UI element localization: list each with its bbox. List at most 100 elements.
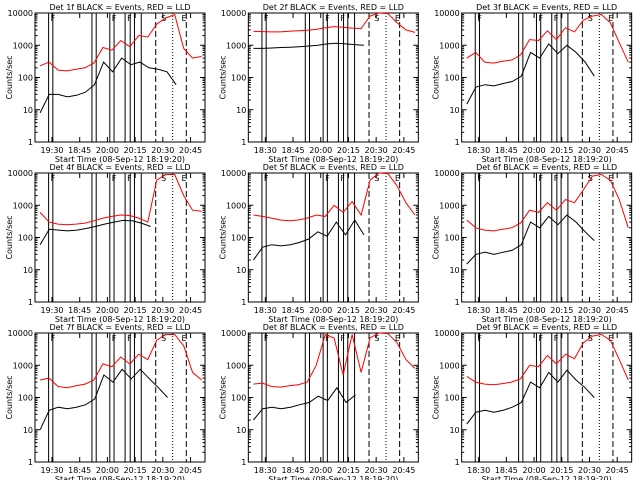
y-tick-label: 1	[28, 458, 33, 467]
x-tick-label: 20:00	[523, 146, 546, 155]
plot-frame	[34, 172, 206, 303]
flag-label: F	[264, 334, 269, 343]
y-tick-label: 10000	[8, 9, 33, 18]
x-tick-label: 18:30	[467, 466, 490, 475]
x-tick-label: 18:30	[467, 306, 490, 315]
y-axis-label: Counts/sec	[218, 55, 227, 99]
x-tick-label: 20:15	[124, 146, 147, 155]
x-axis-label: Start Time (08-Sep-12 18:19:20)	[55, 155, 185, 164]
x-tick-label: 20:00	[96, 146, 119, 155]
y-tick-label: 10	[236, 106, 246, 115]
series-line-events	[253, 42, 364, 49]
plot-frame	[247, 332, 419, 463]
y-axis-label: Counts/sec	[218, 215, 227, 259]
x-axis-label: Start Time (08-Sep-12 18:19:20)	[268, 155, 398, 164]
x-tick-label: 20:15	[124, 306, 147, 315]
flag-label: E	[608, 334, 613, 343]
series-line-events	[466, 214, 595, 265]
x-tick-label: 18:45	[495, 146, 518, 155]
flag-label: F	[554, 334, 559, 343]
series-line-lld	[253, 332, 416, 388]
flag-label: F	[112, 14, 117, 23]
x-axis-label: Start Time (08-Sep-12 18:19:20)	[268, 315, 398, 324]
y-tick-label: 10	[236, 426, 246, 435]
x-tick-label: 20:45	[606, 306, 629, 315]
x-tick-label: 18:45	[282, 306, 305, 315]
y-tick-label: 100	[18, 234, 33, 243]
x-tick-label: 20:15	[550, 306, 573, 315]
chart-panel-det6: Det 6f BLACK = Events, RED = LLD 1 10 100 10…	[432, 163, 633, 324]
panel-title: Det 6f BLACK = Events, RED = LLD	[476, 163, 617, 172]
y-tick-label: 1	[455, 298, 460, 307]
x-tick-label: 20:00	[309, 466, 332, 475]
x-tick-label: 20:30	[578, 306, 601, 315]
y-tick-label: 100	[444, 74, 459, 83]
x-tick-label: 19:30	[40, 146, 63, 155]
x-tick-label: 20:45	[179, 146, 202, 155]
x-tick-label: 18:30	[254, 306, 277, 315]
x-tick-label: 18:30	[254, 146, 277, 155]
y-tick-label: 10	[23, 106, 33, 115]
y-tick-label: 1000	[13, 361, 33, 370]
y-axis-label: Counts/sec	[218, 375, 227, 419]
flag-label: S	[161, 14, 166, 23]
plot-frame	[34, 332, 206, 463]
y-tick-label: 1000	[226, 361, 246, 370]
y-tick-label: 10	[23, 426, 33, 435]
plot-frame	[461, 332, 633, 463]
y-tick-label: 100	[231, 74, 246, 83]
flag-label: F	[340, 334, 345, 343]
x-tick-label: 20:00	[96, 306, 119, 315]
y-axis-label: Counts/sec	[432, 215, 441, 259]
y-tick-label: 10000	[8, 329, 33, 338]
y-tick-label: 1	[241, 298, 246, 307]
x-tick-label: 18:45	[282, 466, 305, 475]
y-tick-label: 100	[18, 74, 33, 83]
x-axis-label: Start Time (08-Sep-12 18:19:20)	[55, 315, 185, 324]
x-tick-label: 20:45	[179, 466, 202, 475]
series-line-lld	[466, 333, 629, 386]
flag-label: S	[588, 334, 593, 343]
x-tick-label: 20:15	[337, 466, 360, 475]
panel-title: Det 2f BLACK = Events, RED = LLD	[263, 3, 404, 12]
panel-title: Det 3f BLACK = Events, RED = LLD	[476, 3, 617, 12]
y-tick-label: 1000	[13, 201, 33, 210]
y-tick-label: 1000	[13, 41, 33, 50]
x-tick-label: 20:30	[578, 466, 601, 475]
series-line-lld	[39, 13, 202, 72]
x-tick-label: 20:15	[337, 306, 360, 315]
series-line-lld	[39, 174, 202, 226]
series-line-lld	[39, 334, 202, 389]
flag-label: F	[51, 14, 56, 23]
y-tick-label: 100	[444, 394, 459, 403]
y-tick-label: 10000	[221, 329, 246, 338]
x-tick-label: 20:30	[365, 466, 388, 475]
flag-label: F	[51, 174, 56, 183]
panel-title: Det 1f BLACK = Events, RED = LLD	[49, 3, 190, 12]
x-tick-label: 20:30	[365, 306, 388, 315]
x-tick-label: 18:30	[254, 466, 277, 475]
y-tick-label: 10	[449, 106, 459, 115]
x-tick-label: 20:45	[392, 306, 415, 315]
x-axis-label: Start Time (08-Sep-12 18:19:20)	[482, 155, 612, 164]
y-tick-label: 10000	[221, 169, 246, 178]
y-tick-label: 1000	[226, 41, 246, 50]
y-tick-label: 1000	[439, 201, 459, 210]
x-tick-label: 20:30	[578, 146, 601, 155]
x-tick-label: 18:30	[467, 146, 490, 155]
series-line-events	[253, 219, 365, 261]
flag-label: F	[477, 334, 482, 343]
flag-label: S	[161, 174, 166, 183]
series-line-lld	[466, 13, 629, 64]
y-tick-label: 10000	[434, 329, 459, 338]
chart-panel-det3: Det 3f BLACK = Events, RED = LLD 1 10 100 10…	[432, 3, 633, 164]
series-line-lld	[253, 172, 416, 222]
chart-panel-det8: Det 8f BLACK = Events, RED = LLD 1 10 100 10…	[218, 323, 419, 480]
y-tick-label: 100	[231, 234, 246, 243]
x-tick-label: 20:00	[96, 466, 119, 475]
y-tick-label: 100	[18, 394, 33, 403]
y-axis-label: Counts/sec	[432, 375, 441, 419]
series-line-lld	[253, 12, 416, 33]
flag-label: E	[182, 14, 187, 23]
